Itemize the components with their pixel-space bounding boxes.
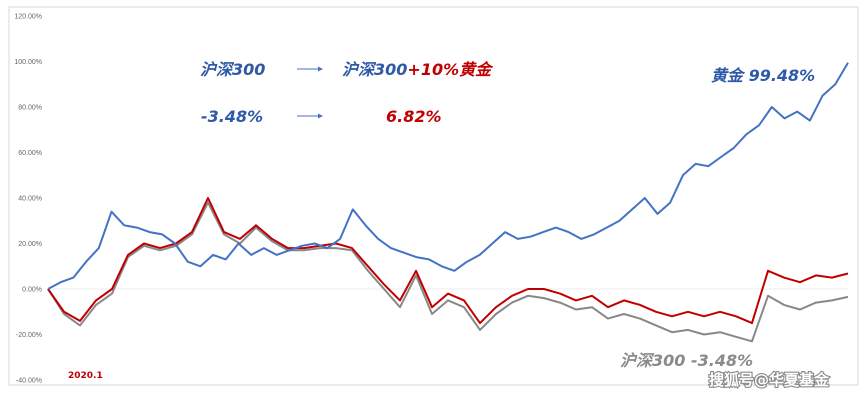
y-tick-label: -20.00% (16, 332, 42, 339)
annotation-arrow-2 (297, 113, 323, 119)
annotation-gold-return: 黄金 99.48% (711, 66, 815, 85)
x-axis-date-label: 2020.1 (68, 371, 103, 381)
annotation-csi300-final: 沪深300 -3.48% (620, 351, 753, 370)
watermark: 搜狐号@华夏基金 (709, 371, 830, 389)
series-lines (47, 62, 849, 343)
annotation-csi300: 沪深300 (200, 60, 265, 79)
y-axis-tick-labels: 120.00% 100.00% 80.00% 60.00% 40.00% 20.00% 0.… (14, 14, 42, 385)
y-tick-label: 120.00% (14, 14, 42, 21)
annotation-arrow-1 (297, 66, 323, 72)
series-line-2 (47, 201, 849, 343)
y-tick-label: 0.00% (22, 287, 42, 294)
plot-frame (8, 6, 859, 386)
series-line-0 (47, 62, 849, 290)
y-tick-label: 100.00% (14, 59, 42, 66)
annotation-csi300-plus-gold: 沪深300+10%黄金 (342, 60, 494, 79)
annotation-mixed-return: 6.82% (386, 107, 442, 126)
series-line-1 (47, 197, 849, 325)
y-tick-label: 80.00% (18, 105, 42, 112)
annotation-csi300-return: -3.48% (201, 107, 263, 126)
y-tick-label: -40.00% (16, 378, 42, 385)
y-tick-label: 20.00% (18, 241, 42, 248)
y-tick-label: 60.00% (18, 150, 42, 157)
y-tick-label: 40.00% (18, 196, 42, 203)
